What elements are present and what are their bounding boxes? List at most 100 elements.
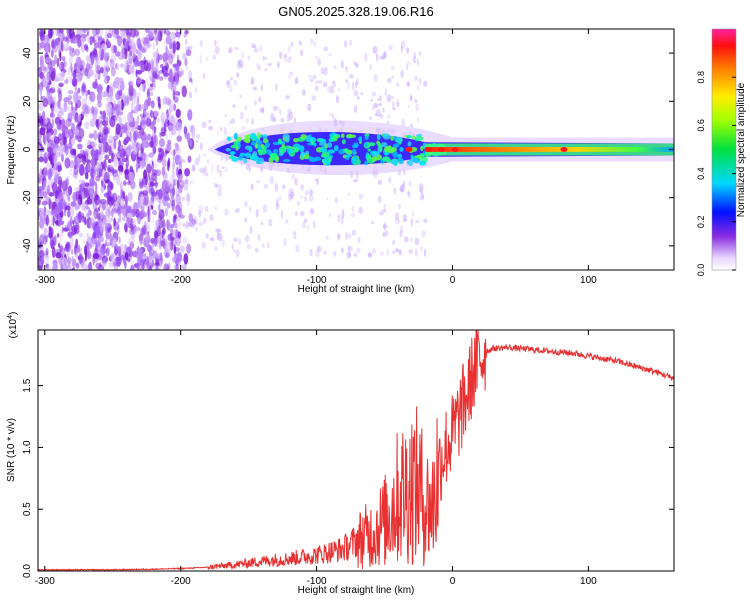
spectrogram-noise-blob (137, 91, 142, 98)
spectrogram-sparse-blob (400, 225, 403, 234)
spectrogram-band-speckle (351, 157, 356, 165)
spectrogram-noise-blob (117, 218, 121, 223)
spectrogram-band-speckle (344, 148, 349, 154)
spectrogram-noise-blob (62, 193, 68, 201)
spectrogram-sparse-blob (226, 80, 231, 86)
spectrogram-sparse-blob (205, 56, 208, 61)
spectrogram-band-speckle (245, 152, 252, 159)
spectrogram-noise-blob (170, 196, 176, 207)
spectrogram-sparse-blob (382, 231, 386, 238)
spectrogram-noise-blob (115, 63, 118, 70)
spectrogram-noise-blob (141, 238, 145, 245)
spectrogram-noise-blob (140, 163, 145, 170)
spectrogram-noise-blob (131, 134, 135, 147)
spectrogram-sparse-blob (272, 105, 277, 112)
spectrogram-noise-blob (149, 182, 156, 187)
spectrogram-noise-blob (96, 65, 101, 71)
spectrogram-sparse-blob (352, 178, 358, 183)
spectrogram-sparse-blob (421, 230, 426, 238)
spectrogram-sparse-blob (248, 167, 252, 174)
spectrogram-sparse-blob (257, 234, 261, 242)
spectrogram-noise-blob (81, 215, 85, 223)
spectrogram-sparse-blob (244, 234, 249, 243)
spectrogram-noise-blob (99, 198, 107, 205)
spectrogram-sparse-blob (390, 65, 395, 71)
spectrogram-sparse-blob (351, 229, 356, 236)
spectrogram-sparse-blob (235, 249, 240, 258)
spectrogram-band-speckle (380, 142, 388, 148)
spectrogram-sparse-blob (340, 59, 345, 69)
spectrogram-noise-blob (94, 61, 98, 74)
spectrogram-noise-blob (77, 156, 84, 163)
spectrogram-band-speckle (328, 156, 332, 163)
spectrogram-noise-blob (115, 123, 121, 135)
spectrogram-noise-blob (82, 82, 86, 93)
spectrogram-noise-blob (77, 153, 84, 159)
spectrogram-noise-blob (177, 187, 182, 195)
spectrogram-sparse-blob (202, 153, 206, 157)
spectrogram-sparse-blob (290, 42, 294, 47)
spectrogram-sparse-blob (261, 107, 264, 114)
spectrogram-sparse-blob (229, 85, 233, 93)
spectrogram-noise-blob (159, 138, 165, 148)
spectrogram-noise-blob (54, 38, 59, 47)
spectrogram-noise-blob (47, 29, 53, 39)
spectrogram-noise-blob (100, 245, 107, 256)
spectrogram-band-speckle (419, 160, 427, 166)
spectrogram-band-speckle (225, 148, 232, 152)
spectrogram-sparse-blob (219, 169, 223, 178)
spectrogram-noise-blob (116, 206, 123, 215)
colorbar-tick-label: 0.6 (696, 119, 706, 132)
spectrogram-sparse-blob (239, 111, 244, 120)
spectrogram-noise-blob (101, 255, 109, 263)
spectrogram-noise-blob (64, 205, 71, 211)
spectrogram-noise-blob (86, 144, 93, 149)
spectrogram-ytick-label: -40 (22, 238, 33, 253)
spectrogram-sparse-blob (352, 81, 355, 91)
spectrogram-noise-blob (144, 109, 148, 121)
spectrogram-noise-blob (89, 209, 92, 216)
spectrogram-sparse-blob (395, 247, 399, 252)
spectrogram-band-speckle (396, 139, 403, 143)
spectrogram-noise-blob (160, 131, 166, 137)
spectrogram-sparse-blob (196, 133, 200, 139)
spectrogram-noise-blob (172, 89, 176, 101)
spectrogram-noise-blob (74, 171, 78, 180)
snr-ytick-label: 1.0 (22, 440, 33, 454)
spectrogram-noise-blob (152, 70, 157, 79)
spectrogram-band-speckle (382, 156, 391, 162)
spectrogram-noise-blob (83, 238, 86, 244)
spectrogram-sparse-blob (355, 63, 359, 69)
spectrogram-sparse-blob (178, 173, 184, 179)
spectrogram-noise-blob (109, 234, 113, 246)
spectrogram-noise-blob (121, 53, 126, 60)
spectrogram-sparse-blob (182, 222, 185, 227)
spectrogram-sparse-blob (230, 117, 236, 125)
spectrogram-sparse-blob (251, 42, 256, 49)
spectrogram-noise-blob (188, 213, 194, 223)
spectrogram-noise-blob (97, 116, 103, 128)
spectrogram-noise-blob (150, 109, 153, 117)
spectrogram-sparse-blob (194, 157, 200, 166)
spectrogram-noise-blob (114, 51, 121, 57)
spectrogram-noise-blob (167, 181, 173, 189)
spectrogram-noise-blob (149, 75, 153, 81)
spectrogram-noise-blob (107, 247, 111, 254)
spectrogram-sparse-blob (247, 55, 251, 60)
spectrogram-noise-blob (115, 104, 119, 109)
spectrogram-sparse-blob (345, 67, 349, 73)
spectrogram-noise-blob (136, 70, 143, 75)
spectrogram-sparse-blob (201, 168, 206, 177)
spectrogram-sparse-blob (294, 211, 298, 217)
spectrogram-noise-blob (47, 184, 50, 195)
spectrogram-noise-blob (61, 257, 68, 266)
spectrogram-sparse-blob (391, 75, 395, 79)
spectrogram-band-speckle (235, 146, 239, 151)
spectrogram-noise-blob (181, 158, 186, 163)
spectrogram-noise-blob (171, 257, 175, 263)
spectrogram-sparse-blob (369, 63, 373, 71)
spectrogram-sparse-blob (287, 45, 291, 53)
spectrogram-noise-blob (140, 63, 146, 73)
spectrogram-noise-blob (39, 167, 43, 178)
spectrogram-noise-blob (174, 91, 181, 96)
